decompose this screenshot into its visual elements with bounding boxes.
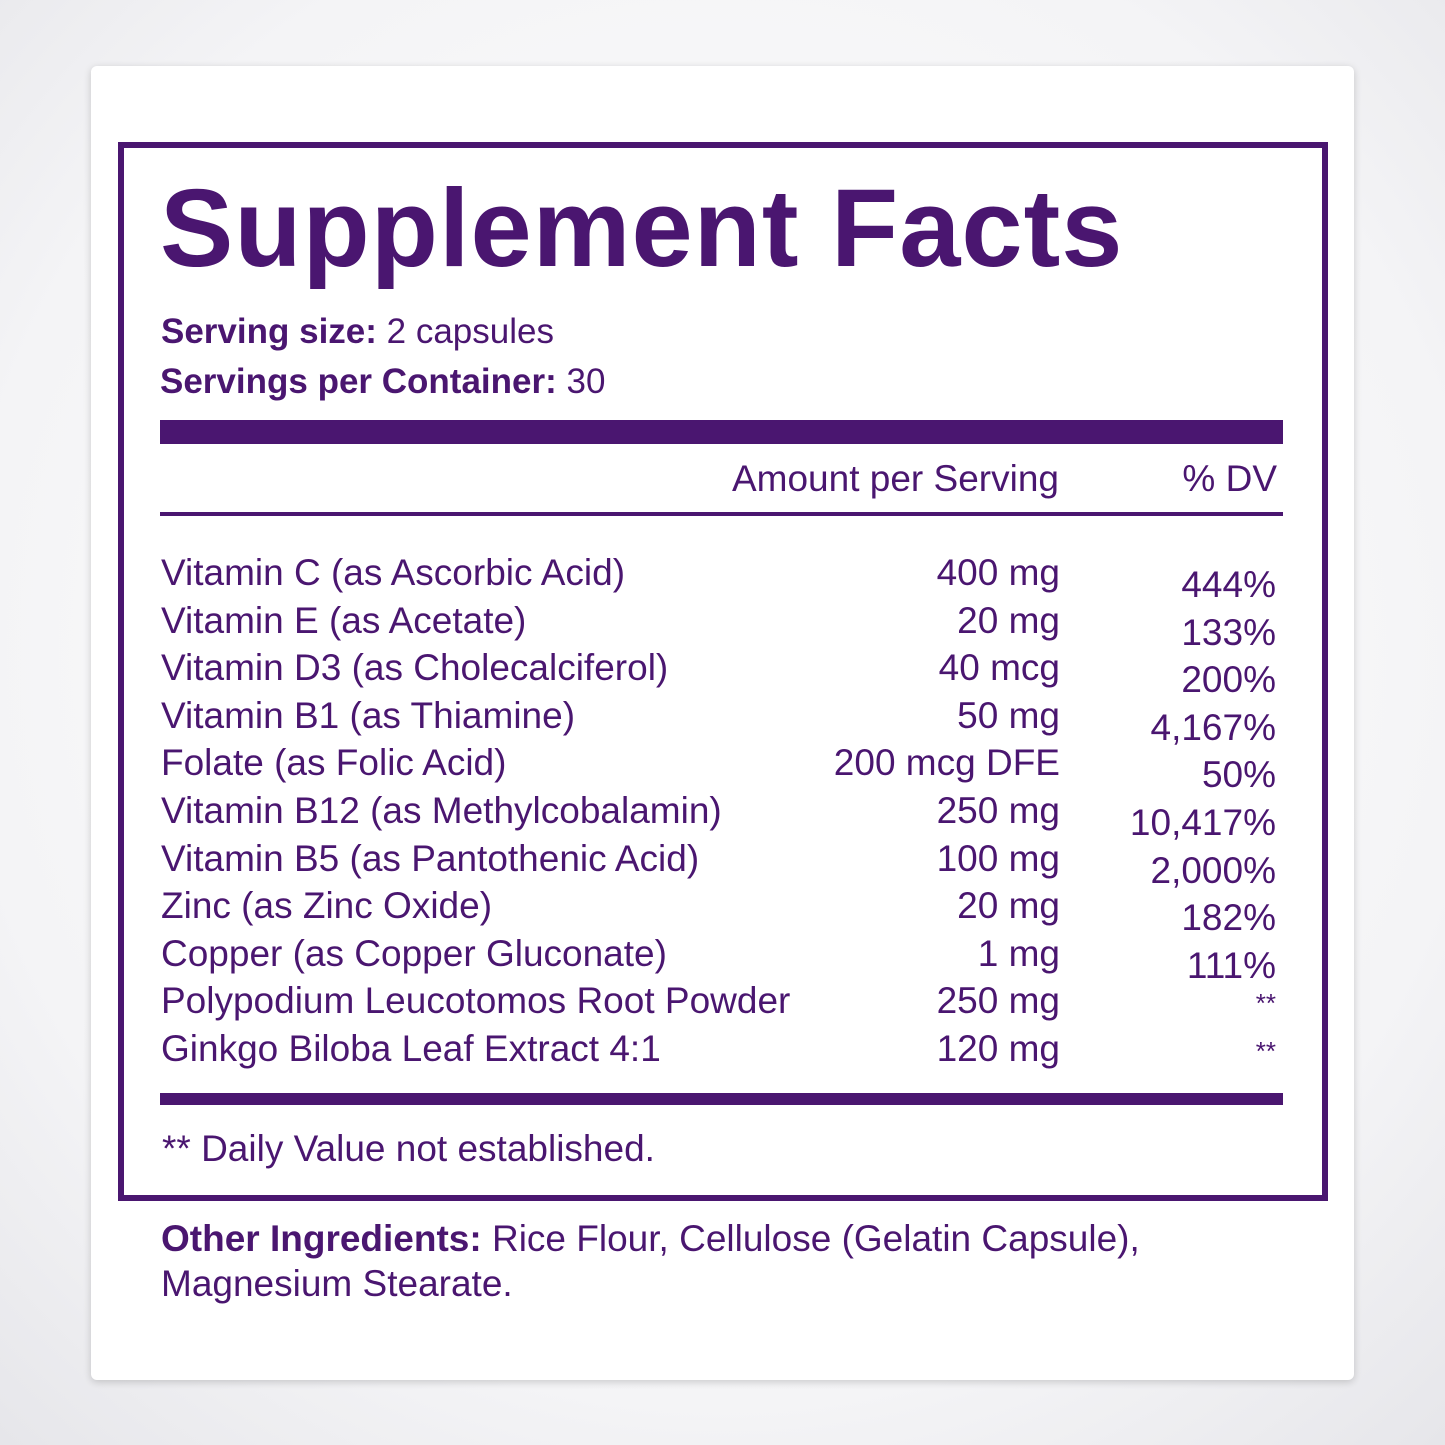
servings-per-container: Servings per Container: 30 bbox=[160, 362, 605, 402]
nutrient: Vitamin D3 (as Cholecalciferol) bbox=[161, 647, 669, 689]
amount: 20 mg bbox=[957, 885, 1060, 927]
row: Vitamin D3 (as Cholecalciferol) 40 mcg 200… bbox=[161, 647, 1276, 700]
header-dv: % DV bbox=[1182, 458, 1277, 499]
rule bbox=[160, 420, 1283, 444]
amount: 120 mg bbox=[936, 1028, 1060, 1069]
nutrient: Copper (as Copper Gluconate) bbox=[161, 932, 667, 974]
nutrient: Vitamin B5 (as Pantothenic Acid) bbox=[161, 837, 700, 879]
label: Servings per Container: bbox=[160, 362, 557, 401]
amount: 400 mg bbox=[936, 552, 1060, 593]
nutrient: Ginkgo Biloba Leaf Extract 4:1 bbox=[161, 1028, 661, 1069]
row: Vitamin B12 (as Methylcobalamin) 250 mg 10… bbox=[161, 790, 1276, 843]
daily-value: ** bbox=[1255, 1036, 1276, 1066]
daily-value: 50% bbox=[1201, 754, 1276, 796]
footnote: ** Daily Value not established. bbox=[162, 1128, 655, 1169]
row: Zinc (as Zinc Oxide) 20 mg 182% bbox=[161, 885, 1276, 938]
serving-size: Serving size: 2 capsules bbox=[161, 312, 554, 352]
nutrient: Folate (as Folic Acid) bbox=[161, 742, 507, 784]
row: Vitamin C (as Ascorbic Acid) 400 mg 444% bbox=[161, 552, 1276, 605]
label: Serving size: bbox=[161, 312, 377, 351]
nutrient: Polypodium Leucotomos Root Powder bbox=[161, 980, 791, 1022]
daily-value: 2,000% bbox=[1150, 849, 1277, 891]
nutrient: Zinc (as Zinc Oxide) bbox=[161, 885, 493, 927]
value: 30 bbox=[566, 362, 606, 401]
row: Folate (as Folic Acid) 200 mcg DFE 50% bbox=[161, 742, 1276, 795]
daily-value: 4,167% bbox=[1150, 706, 1277, 748]
nutrient: Vitamin B12 (as Methylcobalamin) bbox=[161, 790, 722, 831]
amount: 20 mg bbox=[957, 599, 1060, 641]
daily-value: 444% bbox=[1181, 564, 1276, 605]
daily-value: 111% bbox=[1186, 944, 1276, 986]
nutrient: Vitamin B1 (as Thiamine) bbox=[161, 694, 576, 736]
daily-value: 133% bbox=[1181, 611, 1276, 653]
row: Vitamin E (as Acetate) 20 mg 133% bbox=[161, 599, 1276, 653]
amount: 200 mcg DFE bbox=[833, 742, 1060, 784]
row: Copper (as Copper Gluconate) 1 mg 111% bbox=[161, 932, 1276, 986]
daily-value: 10,417% bbox=[1129, 802, 1276, 843]
amount: 1 mg bbox=[977, 932, 1060, 974]
label-card bbox=[91, 66, 1354, 1380]
row: Ginkgo Biloba Leaf Extract 4:1 120 mg ** bbox=[161, 1028, 1276, 1076]
value: Rice Flour, Cellulose (Gelatin Capsule),… bbox=[161, 1218, 1140, 1304]
title: Supplement Facts bbox=[160, 167, 1124, 290]
amount: 100 mg bbox=[936, 837, 1060, 879]
facts-box bbox=[118, 142, 1328, 1201]
rule bbox=[160, 512, 1283, 516]
row: Vitamin B5 (as Pantothenic Acid) 100 mg 2,… bbox=[161, 837, 1276, 891]
daily-value: ** bbox=[1255, 988, 1276, 1019]
amount: 50 mg bbox=[957, 694, 1060, 736]
row: Polypodium Leucotomos Root Powder 250 mg *… bbox=[161, 980, 1276, 1028]
row: Vitamin B1 (as Thiamine) 50 mg 4,167% bbox=[161, 694, 1276, 748]
amount: 250 mg bbox=[936, 980, 1060, 1022]
amount: 250 mg bbox=[936, 790, 1060, 831]
header-amount: Amount per Serving bbox=[731, 458, 1059, 499]
amount: 40 mcg bbox=[938, 647, 1060, 689]
nutrient: Vitamin C (as Ascorbic Acid) bbox=[161, 552, 626, 593]
daily-value: 200% bbox=[1181, 659, 1276, 701]
other-ingredients: Other Ingredients: Rice Flour, Cellulose… bbox=[161, 1216, 1281, 1306]
nutrient: Vitamin E (as Acetate) bbox=[161, 599, 527, 641]
daily-value: 182% bbox=[1181, 897, 1276, 939]
value: 2 capsules bbox=[386, 312, 554, 351]
label: Other Ingredients: bbox=[161, 1218, 482, 1259]
rule bbox=[160, 1093, 1283, 1105]
